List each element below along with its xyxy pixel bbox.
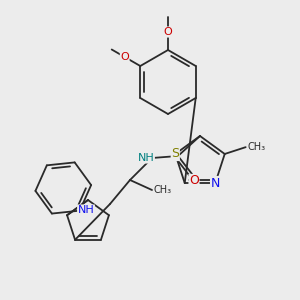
Text: O: O — [120, 52, 129, 62]
Text: CH₃: CH₃ — [154, 185, 172, 195]
Text: O: O — [164, 27, 172, 37]
Text: CH₃: CH₃ — [248, 142, 266, 152]
Text: S: S — [171, 148, 179, 160]
Text: NH: NH — [138, 153, 154, 163]
Text: N: N — [211, 176, 220, 190]
Text: O: O — [189, 175, 199, 188]
Text: NH: NH — [78, 205, 94, 215]
